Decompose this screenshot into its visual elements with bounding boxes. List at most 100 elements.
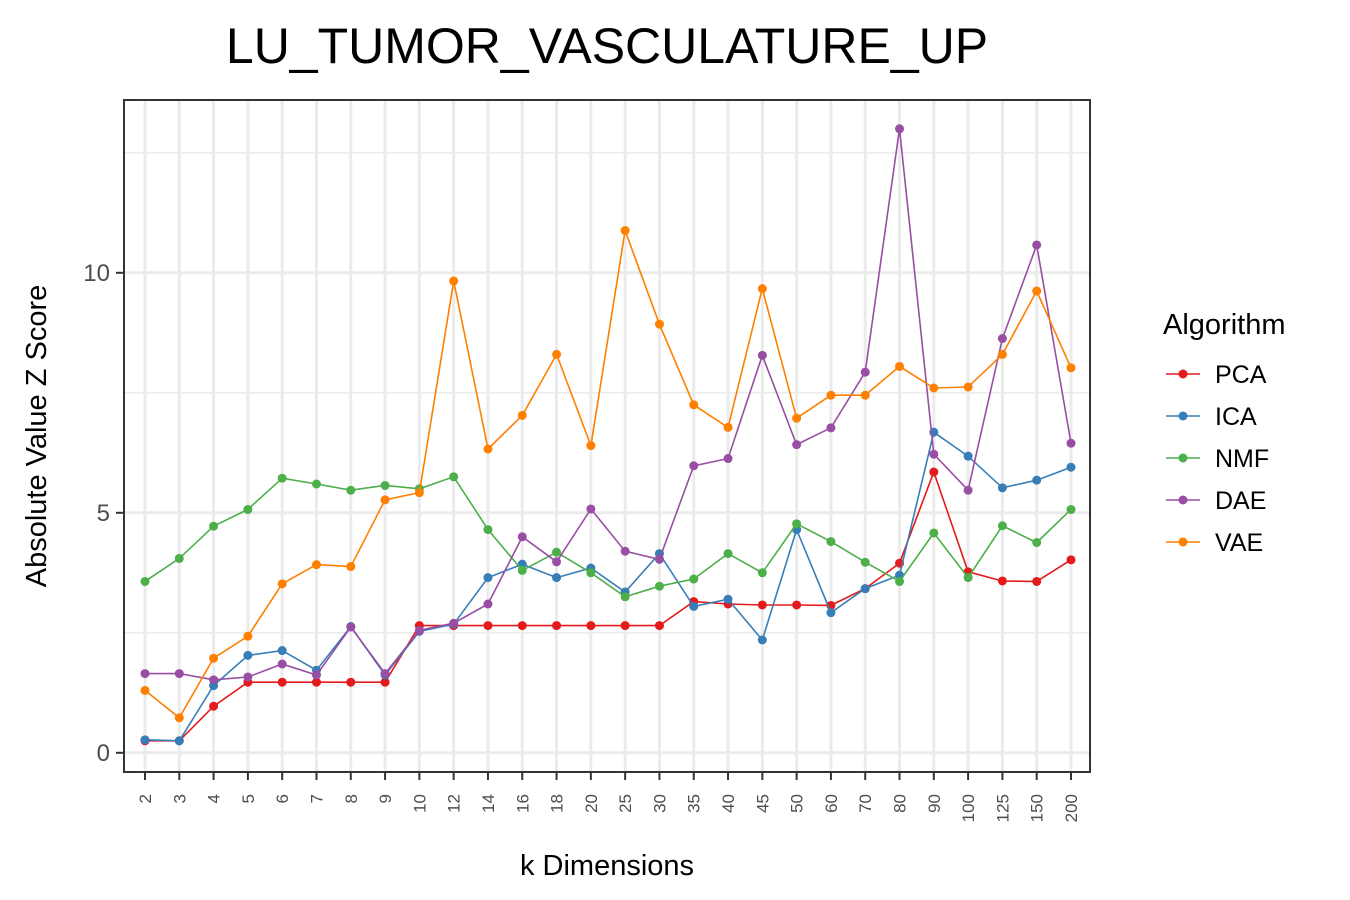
data-point-nmf	[654, 581, 664, 591]
data-point-pca	[346, 677, 356, 687]
data-point-pca	[517, 621, 527, 631]
legend-label: PCA	[1215, 361, 1267, 389]
data-point-pca	[1066, 555, 1076, 565]
data-point-nmf	[1032, 538, 1042, 548]
data-point-vae	[380, 495, 390, 505]
data-point-dae	[209, 675, 219, 685]
data-point-ica	[552, 573, 562, 583]
series-line-ica	[144, 430, 1072, 742]
legend-label: DAE	[1215, 487, 1266, 515]
data-point-pca	[757, 600, 767, 610]
data-point-pca	[277, 677, 287, 687]
series-nmf	[140, 472, 1076, 602]
legend-item-vae: VAE	[1166, 529, 1263, 557]
data-point-ica	[174, 736, 184, 746]
data-point-dae	[757, 350, 767, 360]
x-tick-label: 12	[445, 794, 464, 813]
data-point-nmf	[826, 537, 836, 547]
data-point-pca	[380, 677, 390, 687]
data-point-nmf	[1066, 504, 1076, 514]
data-point-dae	[792, 440, 802, 450]
data-point-nmf	[997, 521, 1007, 531]
data-point-nmf	[963, 573, 973, 583]
data-point-ica	[757, 635, 767, 645]
legend-label: NMF	[1215, 445, 1269, 473]
data-point-pca	[552, 621, 562, 631]
grid	[124, 100, 1090, 772]
data-point-ica	[723, 594, 733, 604]
data-point-dae	[277, 659, 287, 669]
legend-item-dae: DAE	[1166, 487, 1266, 515]
data-point-dae	[723, 454, 733, 464]
series-vae	[140, 226, 1076, 723]
data-point-dae	[380, 669, 390, 679]
data-point-vae	[209, 653, 219, 663]
data-point-dae	[449, 618, 459, 628]
data-point-nmf	[757, 568, 767, 578]
y-tick-label: 0	[97, 740, 110, 767]
data-point-vae	[997, 349, 1007, 359]
x-tick-label: 90	[925, 794, 944, 813]
data-point-nmf	[209, 521, 219, 531]
data-point-vae	[792, 413, 802, 423]
data-point-ica	[997, 483, 1007, 493]
data-point-nmf	[277, 473, 287, 483]
x-tick-label: 35	[685, 794, 704, 813]
data-point-ica	[243, 650, 253, 660]
data-point-dae	[243, 672, 253, 682]
data-point-dae	[1032, 240, 1042, 250]
data-point-ica	[483, 573, 493, 583]
data-point-dae	[997, 334, 1007, 344]
data-point-dae	[620, 546, 630, 556]
data-point-vae	[449, 276, 459, 286]
data-point-pca	[620, 621, 630, 631]
data-point-dae	[895, 124, 905, 134]
data-point-vae	[689, 400, 699, 410]
data-point-nmf	[723, 549, 733, 559]
data-point-dae	[654, 554, 664, 564]
data-point-vae	[1032, 286, 1042, 296]
data-point-vae	[586, 441, 596, 451]
data-point-ica	[860, 584, 870, 594]
series-layer	[140, 124, 1076, 746]
data-point-nmf	[792, 519, 802, 529]
data-point-ica	[826, 608, 836, 618]
data-point-vae	[277, 579, 287, 589]
x-tick-label: 6	[273, 794, 292, 803]
data-point-vae	[620, 226, 630, 236]
series-line-vae	[144, 227, 1072, 720]
data-point-vae	[1066, 363, 1076, 373]
x-tick-label: 100	[959, 794, 978, 822]
data-point-vae	[517, 410, 527, 420]
data-point-dae	[586, 504, 596, 514]
data-point-nmf	[586, 568, 596, 578]
data-point-nmf	[449, 472, 459, 482]
data-point-pca	[483, 621, 493, 631]
data-point-nmf	[895, 576, 905, 586]
data-point-vae	[963, 382, 973, 392]
data-point-dae	[517, 532, 527, 542]
chart-title: LU_TUMOR_VASCULATURE_UP	[226, 18, 988, 74]
data-point-vae	[826, 390, 836, 400]
data-point-dae	[552, 557, 562, 567]
data-point-vae	[414, 488, 424, 498]
y-axis-title: Absolute Value Z Score	[21, 285, 53, 588]
data-point-dae	[963, 485, 973, 495]
legend: Algorithm PCA ICA NMF DAE VAE	[1163, 309, 1286, 557]
data-point-ica	[517, 559, 527, 569]
data-point-dae	[483, 599, 493, 609]
series-dae	[140, 124, 1076, 685]
data-point-vae	[929, 383, 939, 393]
data-point-nmf	[380, 480, 390, 490]
data-point-vae	[311, 560, 321, 570]
data-point-nmf	[517, 565, 527, 575]
data-point-nmf	[620, 592, 630, 602]
data-point-nmf	[243, 504, 253, 514]
series-line-nmf	[144, 475, 1072, 598]
data-point-nmf	[311, 479, 321, 489]
legend-key-point	[1178, 453, 1188, 463]
legend-key-point	[1178, 537, 1188, 547]
x-tick-label: 125	[993, 794, 1012, 822]
